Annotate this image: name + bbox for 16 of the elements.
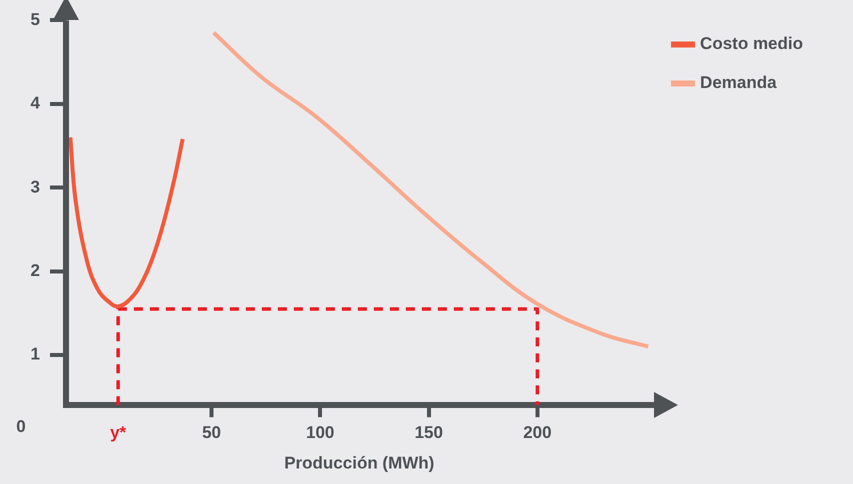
x-tick-label: 200 (523, 423, 552, 442)
y-tick-label: 5 (30, 10, 40, 29)
x-tick-label: 150 (414, 423, 443, 442)
x-tick-label: 100 (306, 423, 334, 442)
y-tick-label: 3 (30, 177, 40, 196)
text: 0 (16, 416, 26, 436)
y-tick-label: 1 (30, 344, 40, 364)
y-tick-label: 4 (30, 94, 41, 113)
legend-label: Costo medio (700, 34, 804, 54)
line-series (68, 135, 185, 308)
y-tick-label: 2 (30, 260, 40, 280)
x-tick-label: y* (110, 423, 127, 442)
line-series (212, 30, 650, 349)
x-axis-title: Producción (MWh) (284, 453, 434, 472)
legend-label: Demanda (700, 73, 778, 92)
x-tick-label: 50 (202, 423, 222, 442)
